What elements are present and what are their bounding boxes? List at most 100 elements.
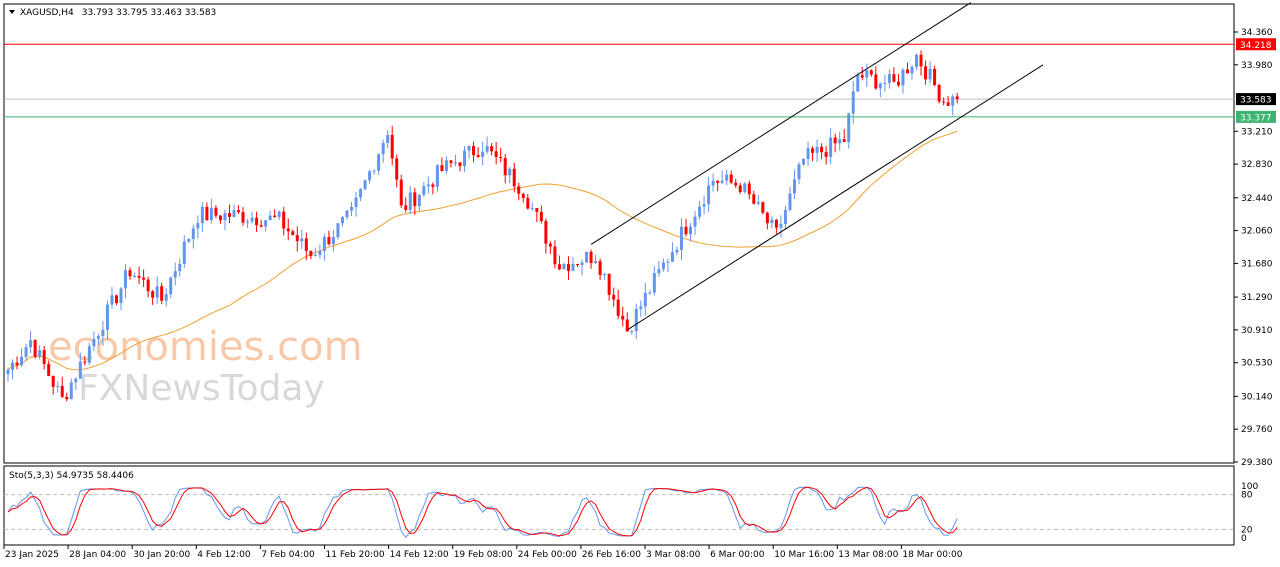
candle-body xyxy=(915,54,919,67)
candle-body xyxy=(345,210,349,218)
candle-body xyxy=(291,231,295,236)
x-tick-label: 3 Mar 08:00 xyxy=(646,550,701,560)
candle-body xyxy=(304,238,308,251)
candle-body xyxy=(29,340,33,348)
candle-body xyxy=(526,197,530,209)
candle-body xyxy=(639,306,643,309)
x-tick-label: 19 Feb 08:00 xyxy=(454,550,513,560)
candle-body xyxy=(273,215,277,217)
candle-body xyxy=(779,223,783,228)
candle-body xyxy=(481,151,485,157)
candle-body xyxy=(435,165,439,187)
candle-body xyxy=(783,209,787,224)
candle-body xyxy=(503,158,507,176)
channel-trendline xyxy=(626,64,1044,331)
candle-body xyxy=(675,249,679,253)
watermark: economies.com FXNewsToday xyxy=(48,324,363,409)
candle-body xyxy=(788,193,792,210)
candle-body xyxy=(309,250,313,256)
candle-body xyxy=(42,350,46,365)
candle-body xyxy=(223,213,227,221)
price-level-label: 34.218 xyxy=(1240,41,1272,51)
candle-body xyxy=(901,69,905,86)
candle-body xyxy=(404,205,408,210)
candle-body xyxy=(946,102,950,106)
candle-body xyxy=(892,74,896,82)
candle-body xyxy=(133,276,137,278)
y-tick-label: 32.060 xyxy=(1241,227,1273,237)
candle-body xyxy=(449,160,453,163)
candle-body xyxy=(910,66,914,74)
candle-body xyxy=(259,225,263,227)
dropdown-arrow-icon[interactable] xyxy=(9,10,15,14)
candle-body xyxy=(472,145,476,156)
candle-body xyxy=(155,286,159,298)
stochastic-label: Sto(5,3,3) 54.9735 58.4406 xyxy=(9,471,134,481)
candle-body xyxy=(820,146,824,153)
candle-body xyxy=(38,350,42,357)
candle-body xyxy=(643,292,647,307)
price-level-tag xyxy=(1236,93,1276,106)
candle-body xyxy=(494,151,498,158)
candle-body xyxy=(512,168,516,187)
candle-body xyxy=(237,210,241,213)
candle-body xyxy=(417,194,421,206)
candle-body xyxy=(802,158,806,165)
x-tick-label: 30 Jan 20:00 xyxy=(133,550,190,560)
candle-body xyxy=(924,66,928,80)
candle-body xyxy=(268,215,272,221)
candle-body xyxy=(173,271,177,278)
candle-body xyxy=(408,192,412,210)
symbol-header: XAGUSD,H4 33.793 33.795 33.463 33.583 xyxy=(20,8,216,18)
candle-body xyxy=(797,164,801,180)
candle-body xyxy=(720,180,724,183)
candle-body xyxy=(295,235,299,242)
candle-body xyxy=(92,338,96,347)
candle-body xyxy=(594,261,598,263)
candle-body xyxy=(887,74,891,83)
candle-body xyxy=(372,170,376,172)
stochastic-signal-line xyxy=(7,486,958,537)
candle-body xyxy=(517,186,521,194)
candle-body xyxy=(521,193,525,198)
candle-body xyxy=(313,254,317,256)
x-tick-label: 4 Feb 12:00 xyxy=(197,550,251,560)
candle-body xyxy=(896,81,900,86)
candle-body xyxy=(83,361,87,363)
candle-body xyxy=(612,294,616,300)
candle-body xyxy=(463,150,467,167)
candle-body xyxy=(951,96,955,106)
candle-body xyxy=(729,174,733,183)
candle-body xyxy=(585,251,589,263)
candle-body xyxy=(661,262,665,270)
candle-body xyxy=(485,146,489,152)
x-tick-label: 13 Mar 08:00 xyxy=(838,550,898,560)
candle-body xyxy=(395,158,399,180)
candle-body xyxy=(544,221,548,244)
candle-body xyxy=(114,295,118,304)
candle-body xyxy=(381,142,385,155)
candle-body xyxy=(756,202,760,204)
candle-body xyxy=(576,263,580,266)
candle-body xyxy=(33,340,37,357)
candle-body xyxy=(277,211,281,217)
candle-body xyxy=(182,241,186,264)
candle-body xyxy=(933,69,937,85)
svg-text:economies.com: economies.com xyxy=(48,324,363,370)
channel-trendline xyxy=(590,2,972,245)
candle-body xyxy=(169,277,173,295)
candle-body xyxy=(56,385,60,387)
candle-body xyxy=(743,183,747,193)
candle-body xyxy=(264,220,268,227)
candle-body xyxy=(603,273,607,275)
candle-body xyxy=(557,264,561,270)
price-level-label: 33.583 xyxy=(1240,96,1272,106)
candle-body xyxy=(711,180,715,186)
candle-body xyxy=(363,180,367,189)
candle-body xyxy=(78,361,82,379)
candle-body xyxy=(124,270,128,289)
candle-body xyxy=(847,113,851,142)
y-tick-label: 30.530 xyxy=(1241,359,1273,369)
y-tick-label: 29.760 xyxy=(1241,425,1273,435)
